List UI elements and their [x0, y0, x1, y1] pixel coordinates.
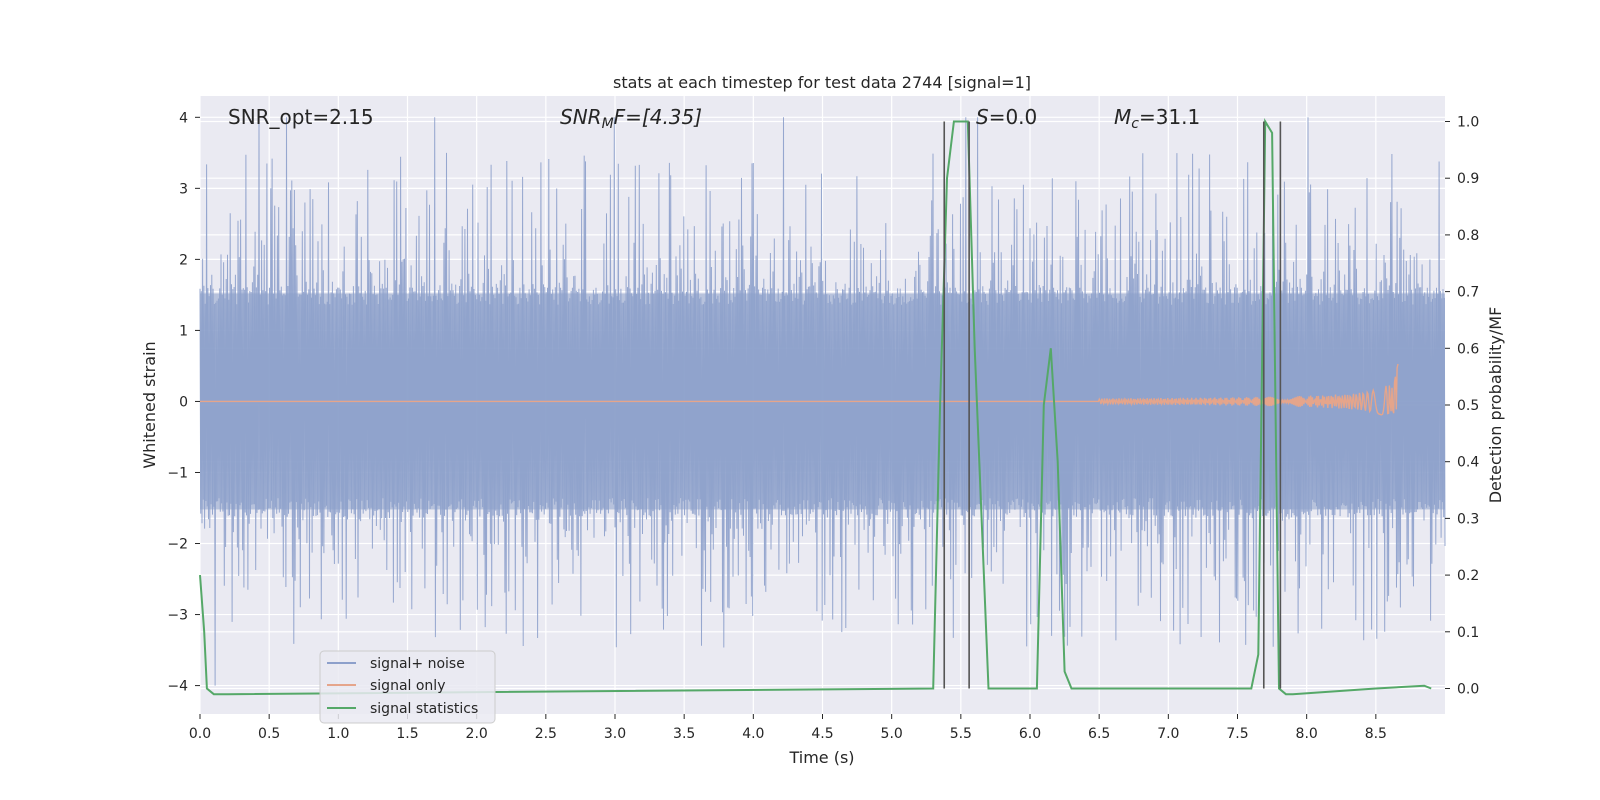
annotation-snr-opt: SNR_opt=2.15 — [228, 105, 374, 129]
annotation-mc: Mc=31.1 — [1114, 105, 1200, 132]
x-tick-label-16: 8.0 — [1296, 726, 1318, 742]
x-tick-label-6: 3.0 — [604, 726, 626, 742]
chart-title: stats at each timestep for test data 274… — [613, 73, 1031, 92]
x-tick-label-13: 6.5 — [1088, 726, 1110, 742]
y2-tick-label-5: 0.5 — [1457, 398, 1479, 414]
x-tick-label-2: 1.0 — [327, 726, 349, 742]
annotation-mc-main: M — [1114, 105, 1131, 129]
y2-axis-label: Detection probability/MF — [1486, 307, 1505, 504]
y-tick-label-1: −3 — [167, 608, 188, 624]
annotation-snr-mf-main: SNR — [560, 105, 602, 129]
annotation-mc-rest: =31.1 — [1139, 105, 1200, 129]
y-axis-label: Whitened strain — [140, 341, 159, 468]
x-tick-label-12: 6.0 — [1019, 726, 1041, 742]
x-tick-label-5: 2.5 — [535, 726, 557, 742]
y-tick-label-0: −4 — [167, 679, 188, 695]
x-tick-label-15: 7.5 — [1226, 726, 1248, 742]
x-tick-label-14: 7.0 — [1157, 726, 1179, 742]
legend-box — [319, 650, 496, 724]
y-tick-label-3: −1 — [167, 465, 188, 481]
y-tick-label-2: −2 — [167, 537, 188, 553]
chirp-trace — [200, 363, 1399, 416]
x-tick-label-11: 5.5 — [950, 726, 972, 742]
legend-label-signal-plus-noise: signal+ noise — [370, 656, 465, 672]
y-tick-label-4: 0 — [179, 394, 188, 410]
y2-tick-label-3: 0.3 — [1457, 511, 1479, 527]
annotation-s: S=0.0 — [976, 105, 1037, 129]
statistics-line — [199, 117, 1432, 696]
y-tick-label-6: 2 — [179, 252, 188, 268]
series-signal-statistics — [199, 117, 1432, 696]
x-tick-label-0: 0.0 — [189, 726, 211, 742]
x-tick-label-4: 2.0 — [466, 726, 488, 742]
annotation-s-main: S — [976, 105, 989, 129]
y2-tick-label-4: 0.4 — [1457, 455, 1479, 471]
y-tick-label-8: 4 — [179, 110, 188, 126]
y2-tick-label-1: 0.1 — [1457, 625, 1479, 641]
y2-ticks: 0.0 0.1 0.2 0.3 0.4 0.5 0.6 0.7 0.8 0.9 1.0 — [1445, 115, 1479, 697]
series-signal-only — [200, 363, 1399, 416]
x-tick-label-7: 3.5 — [673, 726, 695, 742]
y-tick-label-7: 3 — [179, 181, 188, 197]
legend: signal+ noise signal only signal statist… — [319, 650, 496, 724]
y2-tick-label-2: 0.2 — [1457, 568, 1479, 584]
y2-tick-label-0: 0.0 — [1457, 681, 1479, 697]
y2-tick-label-7: 0.7 — [1457, 285, 1479, 301]
x-tick-label-3: 1.5 — [396, 726, 418, 742]
y2-tick-label-9: 0.9 — [1457, 171, 1479, 187]
annotation-s-rest: =0.0 — [989, 105, 1038, 129]
y-ticks: −4 −3 −2 −1 0 1 2 3 4 — [167, 110, 200, 695]
legend-label-signal-statistics: signal statistics — [370, 701, 478, 717]
x-axis-label: Time (s) — [788, 748, 854, 767]
y2-tick-label-6: 0.6 — [1457, 341, 1479, 357]
annotation-snr-mf: SNRMF=[4.35] — [560, 105, 702, 132]
legend-label-signal-only: signal only — [370, 678, 445, 694]
annotation-snr-mf-sub: M — [602, 116, 614, 132]
x-tick-label-8: 4.0 — [742, 726, 764, 742]
x-tick-label-17: 8.5 — [1365, 726, 1387, 742]
y2-tick-label-8: 0.8 — [1457, 228, 1479, 244]
x-tick-label-10: 5.0 — [881, 726, 903, 742]
y2-tick-label-10: 1.0 — [1457, 115, 1479, 131]
annotation-snr-mf-rest: F=[4.35] — [614, 105, 702, 129]
y-tick-label-5: 1 — [179, 323, 188, 339]
x-tick-label-9: 4.5 — [811, 726, 833, 742]
x-tick-label-1: 0.5 — [258, 726, 280, 742]
vertical-markers — [943, 121, 1282, 689]
x-ticks: 0.0 0.5 1.0 1.5 2.0 2.5 3.0 3.5 4.0 4.5 5.0 5.5 6.0 6… — [189, 714, 1387, 742]
annotation-mc-sub: c — [1131, 116, 1139, 132]
